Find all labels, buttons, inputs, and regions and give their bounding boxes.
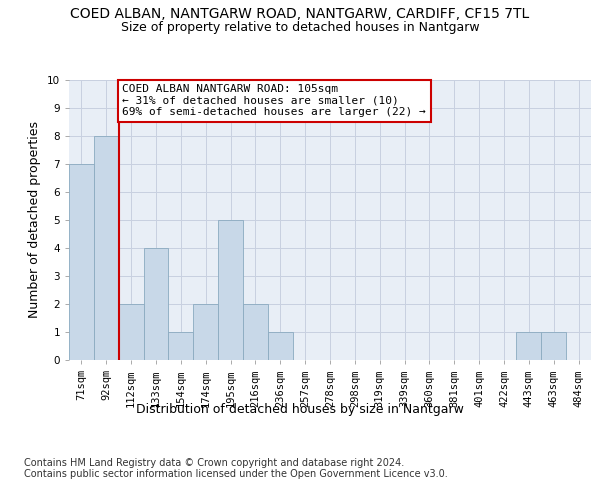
Bar xyxy=(119,304,143,360)
Bar xyxy=(517,332,541,360)
Text: COED ALBAN NANTGARW ROAD: 105sqm
← 31% of detached houses are smaller (10)
69% o: COED ALBAN NANTGARW ROAD: 105sqm ← 31% o… xyxy=(122,84,426,117)
Bar xyxy=(94,136,119,360)
Bar xyxy=(268,332,293,360)
Text: COED ALBAN, NANTGARW ROAD, NANTGARW, CARDIFF, CF15 7TL: COED ALBAN, NANTGARW ROAD, NANTGARW, CAR… xyxy=(70,8,530,22)
Text: Size of property relative to detached houses in Nantgarw: Size of property relative to detached ho… xyxy=(121,21,479,34)
Bar xyxy=(193,304,218,360)
Y-axis label: Number of detached properties: Number of detached properties xyxy=(28,122,41,318)
Bar xyxy=(69,164,94,360)
Bar xyxy=(169,332,193,360)
Text: Contains HM Land Registry data © Crown copyright and database right 2024.
Contai: Contains HM Land Registry data © Crown c… xyxy=(24,458,448,479)
Bar xyxy=(243,304,268,360)
Bar xyxy=(218,220,243,360)
Text: Distribution of detached houses by size in Nantgarw: Distribution of detached houses by size … xyxy=(136,402,464,415)
Bar xyxy=(143,248,169,360)
Bar xyxy=(541,332,566,360)
